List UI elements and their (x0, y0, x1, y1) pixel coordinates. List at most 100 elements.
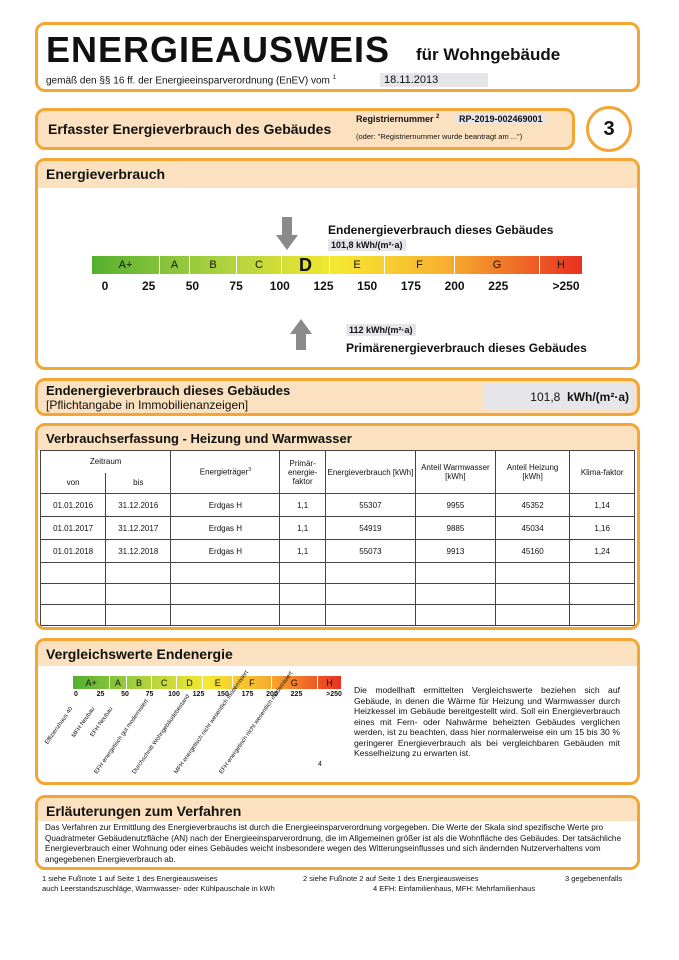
header-text: Anteil Heizung [kWh] (506, 463, 559, 481)
table-cell: 31.12.2017 (105, 516, 172, 540)
arrow-down (276, 217, 298, 250)
section-box: Erfasster Energieverbrauch des Gebäudes … (35, 108, 575, 150)
table-cell: Erdgas H (170, 539, 281, 563)
consumption-table: Zeitraum Energieträger3 Primär-energie-fak… (39, 450, 635, 626)
empty-cell (170, 583, 281, 605)
footnote-marker: 4 (318, 761, 322, 768)
scale-label: 75 (145, 691, 154, 698)
table-cell: 55073 (324, 539, 416, 563)
table-cell: 1,24 (569, 539, 635, 563)
value: 101,8 (331, 240, 354, 250)
scale-label: 150 (217, 691, 229, 698)
header-cell: bis (105, 472, 172, 494)
footnote-marker: 1 (332, 75, 336, 81)
table-cell: 01.01.2016 (39, 493, 107, 517)
scale-label: 0 (74, 691, 78, 698)
summary-sublabel: [Pflichtangabe in Immobilienanzeigen] (46, 398, 249, 412)
header-cell: von (39, 472, 107, 494)
energy-class: A (110, 676, 127, 689)
empty-cell (414, 583, 496, 605)
footnote: 3 gegebenenfalls (565, 874, 623, 883)
scale-label: 25 (142, 279, 156, 293)
header-cell: Zeitraum (39, 450, 172, 473)
value: 101,8 (530, 390, 561, 404)
energy-class: E (330, 256, 385, 274)
registration-number: RP-2019-002469001 (456, 114, 546, 124)
empty-cell (170, 562, 281, 584)
title: ENERGIEAUSWEIS (46, 29, 391, 70)
table-cell: 55307 (324, 493, 416, 517)
empty-row (39, 604, 635, 626)
header-cell: Anteil Heizung [kWh] (494, 450, 571, 494)
empty-cell (324, 604, 416, 626)
regulation-text: gemäß den §§ 16 ff. der Energieeinsparve… (46, 75, 330, 87)
comparison-box: Vergleichswerte Endenergie A+ A B C D E F G H 0 2… (35, 638, 640, 785)
empty-cell (569, 604, 635, 626)
summary-label: Endenergieverbrauch dieses Gebäudes (46, 383, 291, 398)
table-cell: 31.12.2018 (105, 539, 172, 563)
empty-cell (494, 604, 571, 626)
scale-label: 100 (168, 691, 180, 698)
scale-label: 225 (290, 691, 303, 698)
arrow-up (290, 319, 312, 350)
empty-cell (414, 604, 496, 626)
primary-value: 112 kWh/(m²·a) (346, 324, 416, 336)
empty-cell (324, 562, 416, 584)
empty-cell (494, 562, 571, 584)
empty-cell (324, 583, 416, 605)
energy-class: C (237, 256, 282, 274)
table-cell: 45160 (494, 539, 571, 563)
footnote-marker: 3 (248, 467, 251, 474)
energy-class: C (152, 676, 177, 689)
energy-class: H (557, 259, 565, 271)
table-cell: 9885 (414, 516, 496, 540)
empty-cell (39, 583, 107, 605)
table-cell: 01.01.2018 (39, 539, 107, 563)
scale-label: 200 (444, 279, 465, 293)
label: Registriernummer (356, 114, 434, 124)
summary-box: Endenergieverbrauch dieses Gebäudes [Pfl… (35, 378, 640, 416)
footnote: auch Leerstandszuschläge, Warmwasser- od… (42, 884, 275, 893)
empty-row (39, 583, 635, 605)
scale-label: 50 (121, 691, 129, 698)
scale-label: 200 (266, 691, 278, 698)
final-value: 101,8 kWh/(m²·a) (328, 239, 406, 251)
section-header: Erläuterungen zum Verfahren (38, 798, 637, 821)
table-cell: 1,1 (279, 516, 326, 540)
table-cell: 45352 (494, 493, 571, 517)
energy-class: H (326, 677, 333, 688)
section-header: Energieverbrauch (38, 161, 637, 188)
subtitle: für Wohngebäude (416, 45, 561, 64)
header-box: ENERGIEAUSWEIS für Wohngebäude gemäß den… (35, 22, 640, 92)
scale-label: >250 (326, 691, 342, 698)
energy-class: D (177, 676, 204, 689)
empty-cell (105, 583, 172, 605)
scale-label: 150 (357, 279, 378, 293)
header-text: Energieverbrauch [kWh] (327, 467, 414, 477)
table-row: 01.01.2018 31.12.2018 Erdgas H 1,1 55073 9913… (39, 539, 635, 563)
comparison-text: Die modellhaft ermittelten Vergleichswer… (354, 685, 620, 758)
empty-cell (279, 583, 326, 605)
energy-class: A+ (73, 676, 111, 689)
empty-cell (105, 604, 172, 626)
energy-class: G (455, 256, 540, 274)
scale-bar: A+ A B C D E F G H (73, 676, 341, 689)
empty-cell (105, 562, 172, 584)
empty-cell (39, 604, 107, 626)
regulation: gemäß den §§ 16 ff. der Energieeinsparve… (46, 75, 336, 86)
reference-label: MFH energetisch nicht wesentlich moderni… (173, 669, 250, 776)
section-title: Erfasster Energieverbrauch des Gebäudes (48, 121, 332, 137)
header-text: Klima-faktor (580, 467, 624, 477)
scale-bar: A+ A B C D E F G H (92, 255, 582, 275)
empty-cell (569, 562, 635, 584)
footnote: 1 siehe Fußnote 1 auf Seite 1 des Energi… (42, 874, 218, 883)
table-cell: 01.01.2017 (39, 516, 107, 540)
consumption-box: Energieverbrauch Endenergieverbrauch die… (35, 158, 640, 370)
energy-class: E (203, 676, 234, 689)
energy-class: A (160, 256, 190, 274)
footnote: 2 siehe Fußnote 2 auf Seite 1 des Energi… (303, 874, 479, 883)
table-row: 01.01.2017 31.12.2017 Erdgas H 1,1 54919 9885… (39, 516, 635, 540)
registration-note: (oder: "Registriernummer wurde beantragt… (356, 132, 523, 141)
date: 18.11.2013 (380, 73, 488, 87)
unit: kWh/(m²·a) (366, 325, 413, 335)
